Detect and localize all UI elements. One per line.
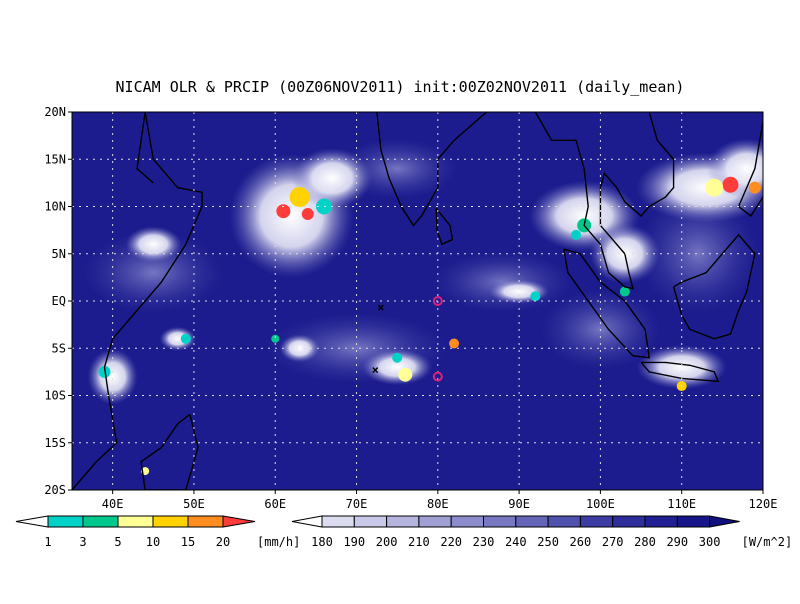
lon-label: 120E xyxy=(749,497,778,511)
colorbar-label: 200 xyxy=(376,535,398,549)
coastline xyxy=(640,361,720,383)
colorbar-box xyxy=(676,515,711,528)
precip-patch xyxy=(748,181,761,194)
cloud-blob xyxy=(362,349,433,386)
lat-label: 20N xyxy=(44,105,66,119)
colorbar-box xyxy=(579,515,614,528)
lat-label: 5N xyxy=(52,247,66,261)
o-marker xyxy=(432,296,443,306)
precip-patch xyxy=(571,229,582,240)
o-marker xyxy=(432,371,443,382)
x-marker: × xyxy=(377,301,384,315)
precip-patch xyxy=(271,334,280,343)
colorbar-unit: [W/m^2] xyxy=(742,535,793,549)
colorbar-label: 250 xyxy=(537,535,559,549)
lat-label: 5S xyxy=(52,341,66,355)
cloud-blob xyxy=(636,345,727,390)
colorbar-label: 280 xyxy=(634,535,656,549)
lat-label: 15S xyxy=(44,436,66,450)
colorbar-label: 10 xyxy=(146,535,160,549)
colorbar-label: 3 xyxy=(79,535,86,549)
lat-label: 10S xyxy=(44,389,66,403)
colorbar-box xyxy=(450,515,485,528)
lon-label: 100E xyxy=(586,497,615,511)
colorbar-box xyxy=(321,515,355,528)
colorbar-box xyxy=(418,515,452,528)
precip-patch xyxy=(449,338,460,349)
colorbar-box xyxy=(187,515,224,528)
coastline xyxy=(136,112,154,184)
colorbar-label: 15 xyxy=(181,535,195,549)
colorbar-unit: [mm/h] xyxy=(257,535,300,549)
precip-patch xyxy=(289,187,310,208)
colorbar-box xyxy=(152,515,189,528)
colorbar-box xyxy=(353,515,388,528)
precip-patch xyxy=(398,367,413,382)
colorbar-box xyxy=(612,515,646,528)
precip-patch xyxy=(705,178,724,197)
precip-patch xyxy=(619,286,630,297)
colorbar-label: 240 xyxy=(505,535,527,549)
coastline xyxy=(672,233,756,340)
coastline xyxy=(563,248,651,359)
colorbar-box xyxy=(547,515,581,528)
colorbar-label: 210 xyxy=(408,535,430,549)
colorbar-box xyxy=(515,515,549,528)
colorbar-box xyxy=(644,515,678,528)
colorbar-box xyxy=(483,515,517,528)
lon-label: 70E xyxy=(346,497,368,511)
colorbar-label: 1 xyxy=(44,535,51,549)
lon-label: 90E xyxy=(508,497,530,511)
map-title: NICAM OLR & PRCIP (00Z06NOV2011) init:00… xyxy=(116,78,685,96)
precip-patch xyxy=(722,176,739,193)
precip-patch xyxy=(301,208,314,221)
map-area xyxy=(72,112,763,490)
coastline xyxy=(72,112,203,490)
colorbar-label: 300 xyxy=(699,535,721,549)
lon-label: 60E xyxy=(264,497,286,511)
lat-label: 10N xyxy=(44,200,66,214)
lat-label: 15N xyxy=(44,152,66,166)
coastline xyxy=(435,207,454,246)
colorbar-label: 230 xyxy=(473,535,495,549)
lat-label: EQ xyxy=(52,294,66,308)
colorbar-label: 290 xyxy=(666,535,688,549)
colorbar-label: 20 xyxy=(216,535,230,549)
cloud-blob xyxy=(125,226,182,263)
x-marker: × xyxy=(372,363,379,377)
colorbar-end xyxy=(222,515,256,528)
colorbar-end xyxy=(709,515,740,528)
coastline xyxy=(374,112,488,227)
lon-label: 110E xyxy=(667,497,696,511)
precip-patch xyxy=(530,291,541,302)
lon-label: 40E xyxy=(102,497,124,511)
precip-patch xyxy=(392,352,403,363)
lat-label: 20S xyxy=(44,483,66,497)
cloud-blob xyxy=(292,148,373,209)
cloud-blob xyxy=(87,348,138,405)
colorbar-label: 260 xyxy=(570,535,592,549)
cloud-blob xyxy=(489,279,550,304)
colorbar-box xyxy=(47,515,84,528)
colorbar-label: 270 xyxy=(602,535,624,549)
cloud-blob xyxy=(279,334,320,363)
coastline xyxy=(140,413,199,490)
colorbar-box xyxy=(117,515,154,528)
colorbar-label: 5 xyxy=(114,535,121,549)
olr-haze xyxy=(83,232,224,313)
colorbar-label: 220 xyxy=(440,535,462,549)
lon-label: 50E xyxy=(183,497,205,511)
cloud-blob xyxy=(159,326,196,351)
precip-patch xyxy=(276,204,291,219)
precip-patch xyxy=(180,333,191,344)
olr-haze xyxy=(637,193,758,314)
lon-label: 80E xyxy=(427,497,449,511)
coastline xyxy=(534,112,675,290)
colorbar-label: 190 xyxy=(343,535,365,549)
colorbar-box xyxy=(82,515,119,528)
colorbar-box xyxy=(386,515,420,528)
colorbar-label: 180 xyxy=(311,535,333,549)
